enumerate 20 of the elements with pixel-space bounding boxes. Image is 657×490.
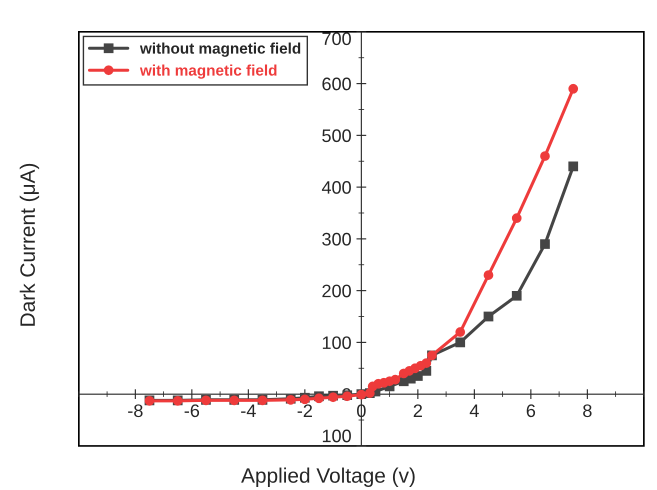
x-tick-label: -4 <box>241 404 256 417</box>
y-tick-label: 600 <box>322 78 351 90</box>
y-tick-label: 300 <box>322 232 351 246</box>
x-tick-label: -8 <box>128 404 143 418</box>
x-tick-label: 8 <box>583 404 592 418</box>
x-tick-label: -6 <box>184 404 200 418</box>
y-tick-label: 500 <box>322 129 351 142</box>
legend-label: with magnetic field <box>140 64 276 79</box>
y-tick-label: 200 <box>322 284 351 298</box>
x-tick-label: 6 <box>526 404 536 418</box>
legend-label: without magnetic field <box>140 42 300 57</box>
y-tick-label: 100 <box>322 336 351 350</box>
x-tick-label: -2 <box>298 404 312 417</box>
y-tick-label: 700 <box>322 32 351 46</box>
x-axis-title: Applied Voltage (v) <box>241 468 415 487</box>
y-axis-title: Dark Current (μA) <box>20 164 40 326</box>
x-tick-label: 4 <box>470 404 479 417</box>
y-tick-label: 100 <box>322 430 351 442</box>
y-tick-label: 400 <box>322 181 351 194</box>
x-tick-label: 2 <box>414 404 422 417</box>
